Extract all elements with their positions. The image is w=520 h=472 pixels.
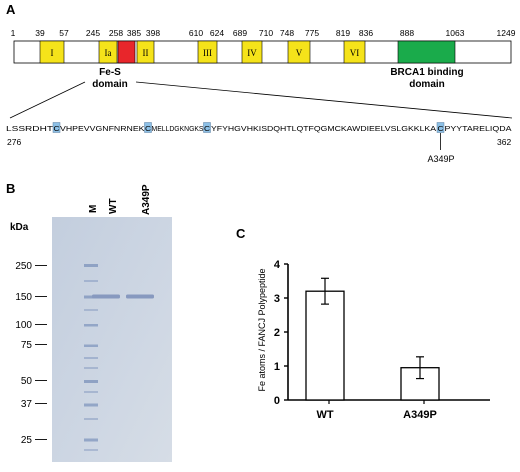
sequence-segment: YFYHGVHKISDQHTLQTFQGMCKAWDIEELVSLGKKLKA xyxy=(211,124,437,133)
position-label: 57 xyxy=(59,28,69,38)
ladder-band xyxy=(84,280,98,282)
position-label: 39 xyxy=(35,28,45,38)
mw-marker-label: 50 xyxy=(21,376,33,387)
y-tick-label: 2 xyxy=(274,327,280,339)
ladder-band xyxy=(84,357,98,359)
sequence-highlight-box xyxy=(52,122,61,133)
position-label: 610 xyxy=(189,28,203,38)
lane-label-marker: M xyxy=(88,205,99,213)
sequence-start-number: 276 xyxy=(7,137,21,147)
panel-c-letter: C xyxy=(236,226,246,241)
lane-label-a349p: A349P xyxy=(141,184,152,215)
bar xyxy=(305,290,345,401)
motif-label: V xyxy=(296,48,303,58)
position-label: 1249 xyxy=(497,28,516,38)
gel-image xyxy=(52,217,172,462)
sequence-highlight-box xyxy=(144,122,152,133)
position-label: 245 xyxy=(86,28,100,38)
position-label: 398 xyxy=(146,28,160,38)
kda-unit-label: kDa xyxy=(10,222,29,233)
sequence-segment: LSSRDHT xyxy=(6,124,53,133)
motif-box xyxy=(39,40,65,64)
position-label: 775 xyxy=(305,28,319,38)
motif-box xyxy=(241,40,263,64)
motif-box xyxy=(98,40,118,64)
ladder-band xyxy=(84,309,98,311)
position-label: 748 xyxy=(280,28,294,38)
mw-marker-label: 250 xyxy=(15,261,32,272)
mutation-label: A349P xyxy=(427,154,454,164)
motif-label: Ia xyxy=(105,48,112,58)
ladder-band xyxy=(84,367,98,369)
y-tick-label: 4 xyxy=(274,259,281,271)
sequence-cysteine: C xyxy=(54,124,61,133)
panel-a-letter: A xyxy=(6,2,16,17)
position-label: 888 xyxy=(400,28,414,38)
fe-s-label-line1: Fe-S xyxy=(99,67,121,78)
brca1-binding-domain-box xyxy=(397,40,456,64)
motif-box xyxy=(136,40,155,64)
sequence-highlight-box xyxy=(436,122,445,133)
ladder-band xyxy=(84,438,98,442)
motif-label: VI xyxy=(350,48,360,58)
y-tick-label: 1 xyxy=(274,361,280,373)
brca1-label-line2: domain xyxy=(409,79,445,90)
motif-label: I xyxy=(51,48,54,58)
y-tick-label: 3 xyxy=(274,293,280,305)
motif-label: IV xyxy=(247,48,257,58)
position-label: 689 xyxy=(233,28,247,38)
position-label: 258 xyxy=(109,28,123,38)
sequence-end-number: 362 xyxy=(497,137,511,147)
y-axis-title: Fe atoms / FANCJ Polypeptide xyxy=(257,268,267,391)
sequence-cysteine: C xyxy=(145,124,152,133)
position-label: 819 xyxy=(336,28,350,38)
position-label: 1063 xyxy=(446,28,465,38)
mw-marker-label: 100 xyxy=(15,320,32,331)
sequence-segment: MELLDGKNGKS xyxy=(152,124,204,133)
ladder-band xyxy=(84,418,98,420)
ladder-band xyxy=(84,324,98,327)
x-tick-label: WT xyxy=(316,409,333,421)
ladder-band xyxy=(84,449,98,451)
sequence-segment: PYYTARELIQDA xyxy=(445,124,513,133)
ladder-band xyxy=(84,295,98,299)
bar-chart: 0 1 2 3 4 WT A349P xyxy=(274,259,490,421)
position-label: 624 xyxy=(210,28,224,38)
ladder-band xyxy=(84,344,98,347)
fe-s-domain-box xyxy=(117,40,136,64)
y-tick-label: 0 xyxy=(274,395,280,407)
sequence-mutation-site: C xyxy=(438,124,445,133)
motif-box xyxy=(343,40,366,64)
mw-marker-label: 37 xyxy=(21,399,33,410)
mw-marker-label: 25 xyxy=(21,435,33,446)
ladder-band xyxy=(84,264,98,267)
brca1-label-line1: BRCA1 binding xyxy=(390,67,463,78)
mw-marker-label: 75 xyxy=(21,340,33,351)
motif-box xyxy=(197,40,218,64)
expansion-line-left xyxy=(9,81,86,119)
sequence-highlight-box xyxy=(203,122,211,133)
position-label: 710 xyxy=(259,28,273,38)
mw-marker-label: 150 xyxy=(15,292,32,303)
panel-b-letter: B xyxy=(6,181,15,196)
a349p-protein-band xyxy=(126,294,154,299)
ladder-band xyxy=(84,391,98,393)
motif-label: II xyxy=(143,48,149,58)
ladder-band xyxy=(84,380,98,383)
fe-s-label-line2: domain xyxy=(92,79,128,90)
lane-label-wt: WT xyxy=(108,198,119,214)
sequence-cysteine: C xyxy=(204,124,211,133)
expansion-line-right xyxy=(135,81,513,119)
marker-lane xyxy=(84,264,98,451)
motif-label: III xyxy=(203,48,212,58)
position-label: 836 xyxy=(359,28,373,38)
motif-box xyxy=(287,40,311,64)
position-label: 385 xyxy=(127,28,141,38)
wt-protein-band xyxy=(92,294,120,299)
position-label: 1 xyxy=(11,28,16,38)
sequence-segment: VHPEVVGNFNRNEK xyxy=(60,124,145,133)
x-tick-label: A349P xyxy=(403,409,437,421)
ladder-band xyxy=(84,403,98,407)
